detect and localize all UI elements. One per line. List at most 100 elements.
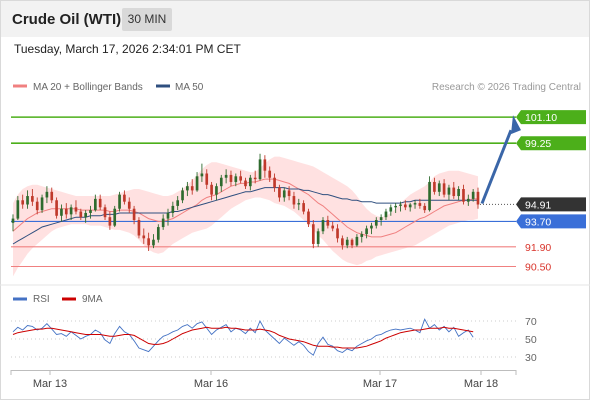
candle-body xyxy=(84,212,87,218)
candle xyxy=(113,205,117,228)
candle xyxy=(374,217,378,229)
candle-body xyxy=(418,203,422,206)
candle-body xyxy=(433,181,436,192)
candle-body xyxy=(355,236,359,246)
candle xyxy=(195,172,199,192)
ma50-legend-label: MA 50 xyxy=(175,82,204,93)
candle xyxy=(229,170,233,187)
candle xyxy=(476,187,480,209)
candle-body xyxy=(142,235,146,239)
candle xyxy=(108,211,112,230)
candle xyxy=(219,174,223,192)
x-axis-label: Mar 13 xyxy=(33,378,67,390)
level-label-94.91: 94.91 xyxy=(525,199,551,211)
candle-body xyxy=(447,187,451,195)
candle xyxy=(26,190,29,209)
rsi-line xyxy=(12,318,474,356)
candle-body xyxy=(321,220,325,232)
candle-body xyxy=(103,207,107,218)
candle-body xyxy=(156,227,160,240)
candle xyxy=(292,191,296,209)
candle xyxy=(345,236,349,249)
candle xyxy=(302,200,305,215)
candle xyxy=(408,203,412,212)
rsi-legend-swatch xyxy=(13,297,27,301)
candle xyxy=(433,177,436,195)
candle-body xyxy=(215,186,218,195)
candle-body xyxy=(205,173,209,185)
rsi-ma-legend-swatch xyxy=(62,297,76,301)
candle-body xyxy=(307,211,310,225)
candle xyxy=(268,166,272,182)
candle-body xyxy=(239,176,242,181)
candle xyxy=(326,215,330,229)
candle-body xyxy=(118,194,121,209)
candle xyxy=(79,208,83,220)
candle-body xyxy=(399,204,402,206)
candle xyxy=(186,181,189,197)
candle-body xyxy=(384,211,388,218)
candle-body xyxy=(311,224,315,244)
candle-body xyxy=(408,204,412,208)
candle-body xyxy=(74,207,78,212)
x-axis-label: Mar 17 xyxy=(363,378,397,390)
candle xyxy=(384,208,388,220)
candle xyxy=(60,204,63,222)
candle-body xyxy=(69,207,73,215)
candle-body xyxy=(186,186,189,191)
candle-body xyxy=(336,228,339,239)
candle-body xyxy=(341,238,344,246)
ma50-legend-swatch xyxy=(156,84,170,88)
candle xyxy=(278,184,281,202)
candle-body xyxy=(316,231,320,244)
candle-body xyxy=(287,190,291,197)
ma20-legend-label: MA 20 + Bollinger Bands xyxy=(33,82,143,93)
candle xyxy=(350,238,354,249)
forecast-arrow-shaft xyxy=(480,129,513,205)
candle xyxy=(355,234,359,247)
candle xyxy=(21,194,25,209)
candle xyxy=(336,224,339,243)
candle-body xyxy=(404,204,407,208)
candle xyxy=(181,187,184,204)
bollinger-band-area xyxy=(13,156,478,277)
timestamp: Tuesday, March 17, 2026 2:34:01 PM CET xyxy=(14,42,241,56)
candle xyxy=(297,198,301,211)
candle xyxy=(428,176,431,212)
candle-body xyxy=(462,189,465,202)
candle-body xyxy=(365,228,368,235)
candle xyxy=(171,201,175,218)
candle xyxy=(399,201,402,212)
candle-body xyxy=(210,184,213,195)
timeframe-button[interactable]: 30 MIN xyxy=(122,8,172,31)
candle xyxy=(413,200,417,209)
candle xyxy=(137,217,141,239)
candle-body xyxy=(171,205,175,213)
candle-body xyxy=(442,183,446,195)
candle xyxy=(471,189,475,202)
rsi-ma-line xyxy=(12,326,474,349)
candle xyxy=(341,235,344,250)
candle xyxy=(311,220,315,249)
level-tag-99.25 xyxy=(516,136,586,151)
candle-body xyxy=(98,198,102,208)
candle-body xyxy=(45,191,49,198)
candle xyxy=(45,186,49,204)
candle-body xyxy=(471,191,475,199)
candle-body xyxy=(21,200,25,205)
rsi-tick-label: 70 xyxy=(525,316,537,328)
level-label-99.25: 99.25 xyxy=(525,138,551,150)
candle xyxy=(287,186,291,201)
candle xyxy=(442,179,446,198)
candle-body xyxy=(457,189,460,197)
candle xyxy=(389,204,393,216)
candle xyxy=(249,174,252,191)
candle-body xyxy=(60,208,63,216)
candle xyxy=(176,196,180,211)
candle xyxy=(437,180,441,197)
candle-body xyxy=(244,180,247,187)
candle xyxy=(147,232,150,251)
candle xyxy=(360,231,364,243)
candle xyxy=(466,194,470,206)
